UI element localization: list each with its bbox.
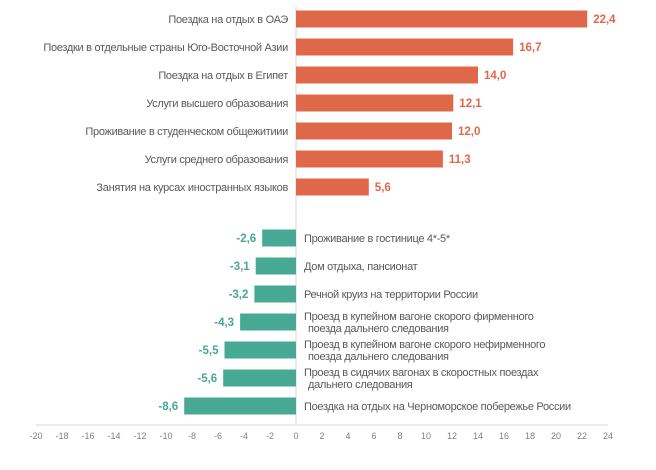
value-label: 14,0	[484, 70, 506, 82]
bar-negative	[184, 397, 296, 415]
value-label: -5,5	[199, 345, 219, 357]
bar-negative	[255, 257, 296, 275]
category-label-line: поезда дальнего следования	[308, 323, 449, 335]
category-label: Занятия на курсах иностранных языков	[96, 182, 288, 194]
value-label: 16,7	[519, 42, 541, 54]
bar-negative	[254, 285, 296, 303]
category-label: Проезд в сидячих вагонах в скоростных по…	[304, 367, 539, 391]
value-label: 12,1	[459, 98, 482, 110]
category-label: Поездки в отдельные страны Юго-Восточной…	[43, 42, 288, 54]
category-label: Поездка на отдых в ОАЭ	[168, 14, 288, 26]
bar-positive	[296, 38, 514, 56]
category-label: Услуги высшего образования	[146, 98, 288, 110]
x-tick-label: -14	[107, 431, 120, 441]
x-tick-label: 18	[525, 431, 535, 441]
value-label: -5,6	[197, 373, 217, 385]
category-label-line: Проезд в купейном вагоне скорого нефирме…	[304, 339, 545, 351]
category-label: Поездка на отдых на Черноморское побереж…	[304, 401, 571, 413]
bar-negative	[223, 369, 296, 387]
category-label: Проживание в студенческом общежитиии	[85, 126, 288, 138]
x-tick-label: 10	[421, 431, 431, 441]
x-tick-label: 8	[397, 431, 402, 441]
x-tick-label: 16	[499, 431, 509, 441]
x-tick-label: -6	[214, 431, 222, 441]
category-label: Проживание в гостинице 4*-5*	[304, 233, 451, 245]
category-label-line: Проезд в сидячих вагонах в скоростных по…	[304, 367, 539, 379]
x-tick-label: 20	[551, 431, 561, 441]
x-tick-label: -20	[29, 431, 42, 441]
bar-positive	[296, 66, 478, 84]
category-label: Услуги среднего образования	[145, 154, 289, 166]
value-label: -8,6	[158, 401, 178, 413]
value-label: -2,6	[236, 233, 256, 245]
value-label: -3,1	[230, 261, 250, 273]
value-label: -3,2	[229, 289, 249, 301]
category-label-line: Дом отдыха, пансионат	[304, 261, 418, 273]
bar-positive	[296, 122, 452, 140]
x-tick-label: 24	[603, 431, 613, 441]
bar-positive	[296, 178, 369, 196]
x-tick-label: 22	[577, 431, 587, 441]
bar-negative	[240, 313, 296, 331]
x-tick-label: -18	[55, 431, 68, 441]
value-label: 12,0	[458, 126, 480, 138]
category-label-line: Поездка на отдых на Черноморское побереж…	[304, 401, 571, 413]
value-label: 22,4	[593, 14, 616, 26]
x-tick-label: -2	[266, 431, 274, 441]
value-label: 11,3	[449, 154, 471, 166]
category-label: Дом отдыха, пансионат	[304, 261, 418, 273]
value-label: -4,3	[214, 317, 234, 329]
category-label-line: дальнего следования	[308, 379, 413, 391]
x-tick-label: 2	[319, 431, 324, 441]
bar-positive	[296, 94, 454, 112]
category-label-line: Проезд в купейном вагоне скорого фирменн…	[304, 311, 534, 323]
bar-negative	[262, 229, 296, 247]
category-label-line: поезда дальнего следования	[308, 351, 449, 363]
bar-positive	[296, 10, 588, 28]
x-tick-label: 12	[447, 431, 457, 441]
x-tick-label: 6	[371, 431, 376, 441]
category-label: Поездка на отдых в Египет	[158, 70, 288, 82]
x-tick-label: -16	[81, 431, 94, 441]
x-tick-label: 4	[345, 431, 350, 441]
category-label: Речной круиз на территории России	[304, 289, 478, 301]
value-label: 5,6	[375, 182, 391, 194]
category-label: Проезд в купейном вагоне скорого нефирме…	[304, 339, 545, 363]
x-tick-label: -4	[240, 431, 248, 441]
x-tick-label: 0	[293, 431, 298, 441]
x-tick-label: -10	[159, 431, 172, 441]
category-label: Проезд в купейном вагоне скорого фирменн…	[304, 311, 534, 335]
bar-negative	[224, 341, 296, 359]
category-label-line: Проживание в гостинице 4*-5*	[304, 233, 451, 245]
x-tick-label: 14	[473, 431, 483, 441]
bar-positive	[296, 150, 443, 168]
category-label-line: Речной круиз на территории России	[304, 289, 478, 301]
x-tick-label: -12	[133, 431, 146, 441]
x-tick-label: -8	[188, 431, 196, 441]
